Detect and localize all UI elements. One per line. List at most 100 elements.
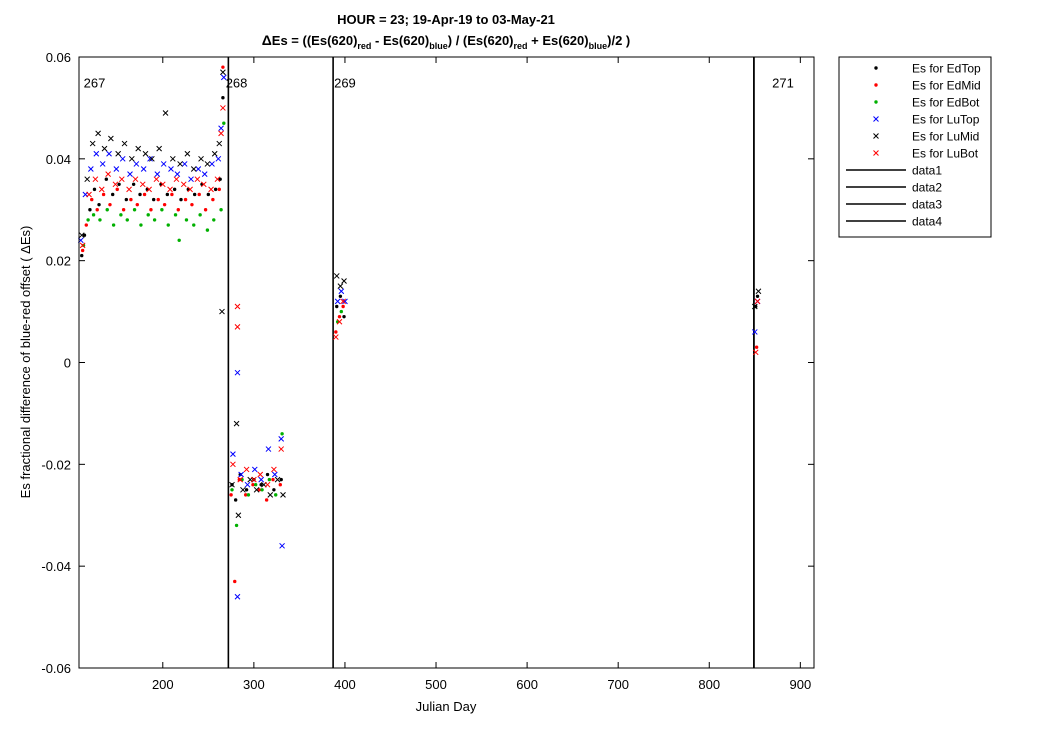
- point-es-for-lutop: [238, 471, 244, 478]
- point-es-for-edtop: [238, 472, 242, 477]
- point-es-for-edmid: [170, 192, 174, 197]
- point-es-for-edmid: [121, 208, 126, 212]
- point-es-for-edbot: [98, 218, 102, 222]
- point-es-for-lumid: [211, 150, 218, 157]
- point-es-for-edtop: [265, 472, 270, 477]
- point-es-for-lutop: [334, 298, 341, 305]
- plot-area: [79, 57, 814, 668]
- point-es-for-lutop: [271, 471, 278, 478]
- legend-label: Es for EdTop: [912, 62, 981, 76]
- point-es-for-edbot: [222, 121, 226, 125]
- point-es-for-edmid: [264, 498, 269, 502]
- point-es-for-edmid: [183, 197, 188, 202]
- point-es-for-edtop: [88, 208, 92, 212]
- point-es-for-lubot: [167, 186, 173, 193]
- legend-label: data1: [912, 164, 942, 178]
- point-es-for-edtop: [138, 192, 142, 197]
- point-es-for-edtop: [80, 253, 84, 258]
- point-es-for-lumid: [84, 176, 91, 183]
- point-es-for-edmid: [197, 192, 201, 197]
- point-es-for-lumid: [149, 155, 155, 162]
- legend-label: data3: [912, 198, 942, 212]
- point-es-for-lubot: [86, 191, 92, 198]
- point-es-for-lubot: [180, 181, 187, 188]
- legend-label: data2: [912, 181, 942, 195]
- point-es-for-lutop: [265, 446, 272, 452]
- legend-label: Es for LuBot: [912, 147, 979, 161]
- point-es-for-lubot: [146, 186, 152, 193]
- point-es-for-lubot: [220, 105, 226, 111]
- point-es-for-lumid: [333, 273, 340, 279]
- point-es-for-edtop: [259, 483, 263, 487]
- point-es-for-lubot: [112, 181, 119, 188]
- point-es-for-lubot: [218, 130, 224, 137]
- point-es-for-lutop: [106, 150, 112, 157]
- point-es-for-lubot: [234, 324, 241, 330]
- point-es-for-edtop: [342, 314, 346, 319]
- point-es-for-lumid: [184, 150, 191, 157]
- point-es-for-lumid: [755, 288, 762, 295]
- point-es-for-edtop: [172, 187, 177, 192]
- point-es-for-lubot: [98, 186, 105, 193]
- point-es-for-edtop: [754, 304, 758, 309]
- point-es-for-edbot: [219, 208, 223, 212]
- point-es-for-edtop: [179, 197, 183, 202]
- point-es-for-lumid: [274, 476, 281, 483]
- point-es-for-lubot: [257, 471, 264, 478]
- vertical-lines: [227, 57, 755, 668]
- point-es-for-edtop: [218, 177, 222, 181]
- point-es-for-edtop: [131, 182, 136, 186]
- point-es-for-edtop: [165, 192, 170, 197]
- point-es-for-lumid: [190, 166, 197, 172]
- point-es-for-lubot: [173, 176, 180, 183]
- point-es-for-edbot: [253, 483, 258, 487]
- point-es-for-lubot: [126, 186, 132, 193]
- point-es-for-lumid: [229, 481, 235, 488]
- point-es-for-lubot: [234, 303, 241, 310]
- x-tick-label: 500: [425, 677, 447, 692]
- point-es-for-edmid: [217, 187, 221, 192]
- segment-label-269: 269: [334, 76, 356, 91]
- point-es-for-edmid: [221, 65, 225, 69]
- point-es-for-edtop: [206, 192, 211, 197]
- legend-marker: [874, 66, 878, 70]
- point-es-for-edmid: [129, 197, 133, 202]
- point-es-for-edbot: [260, 488, 264, 492]
- point-es-for-edtop: [92, 187, 97, 192]
- point-es-for-edmid: [142, 192, 147, 197]
- point-es-for-edmid: [341, 304, 345, 309]
- legend-item-data2: data2: [846, 181, 942, 195]
- point-es-for-lumid: [240, 486, 246, 493]
- point-es-for-lutop: [251, 466, 258, 473]
- point-es-for-lubot: [139, 181, 146, 188]
- point-es-for-lumid: [337, 283, 344, 289]
- legend-marker: [874, 100, 878, 104]
- point-es-for-edbot: [86, 218, 90, 222]
- legend-marker: [873, 150, 879, 156]
- point-es-for-lubot: [340, 298, 346, 305]
- point-es-for-edbot: [105, 208, 109, 212]
- point-es-for-lumid: [142, 150, 149, 157]
- legend-item-data1: data1: [846, 164, 942, 178]
- point-es-for-lubot: [264, 481, 271, 488]
- point-es-for-lutop: [244, 481, 251, 488]
- point-es-for-edmid: [754, 345, 759, 349]
- legend-label: Es for LuMid: [912, 130, 979, 144]
- point-es-for-lubot: [214, 176, 221, 183]
- point-es-for-edbot: [146, 213, 150, 217]
- x-tick-label: 700: [607, 677, 629, 692]
- point-es-for-edmid: [211, 197, 215, 202]
- point-es-for-lubot: [187, 186, 193, 193]
- point-es-for-lumid: [220, 69, 226, 76]
- point-es-for-edtop: [97, 202, 101, 207]
- point-es-for-lumid: [216, 140, 223, 147]
- point-es-for-edtop: [244, 488, 249, 492]
- point-es-for-lubot: [243, 466, 250, 473]
- point-es-for-lubot: [200, 181, 207, 188]
- point-es-for-edmid: [203, 208, 208, 212]
- point-es-for-edmid: [115, 187, 119, 192]
- point-es-for-lubot: [132, 176, 139, 183]
- point-es-for-edtop: [104, 177, 109, 181]
- point-es-for-lubot: [194, 176, 201, 183]
- x-tick-label: 600: [516, 677, 538, 692]
